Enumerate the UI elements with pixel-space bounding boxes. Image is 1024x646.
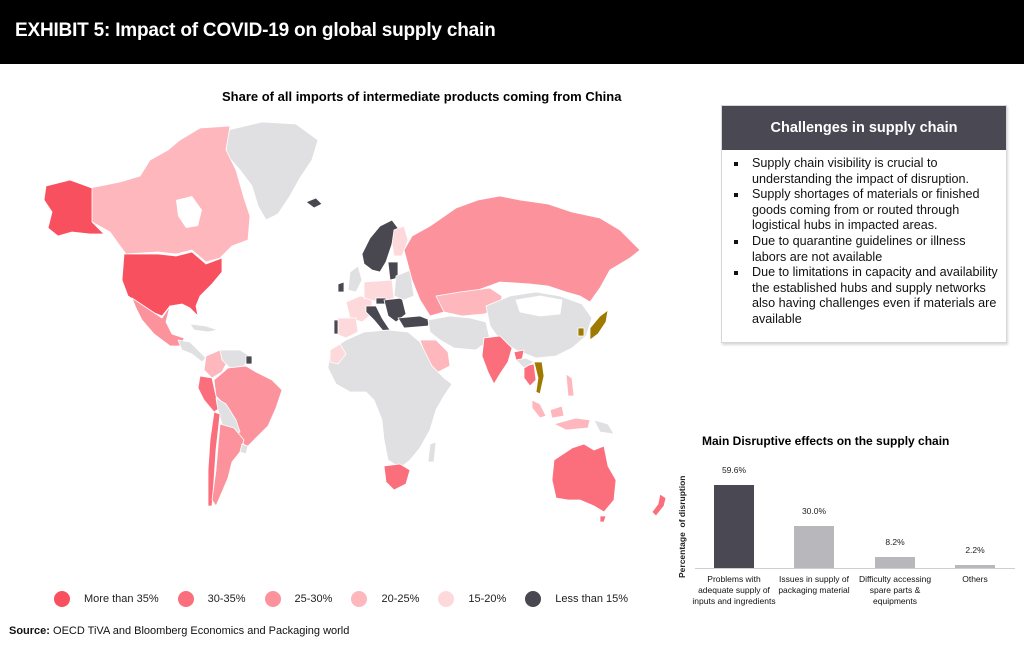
legend-item-25-30: 25-30% [264, 591, 333, 607]
legend-dot [438, 591, 455, 607]
legend-item-more-than-35: More than 35% [54, 591, 159, 607]
legend-item-30-35: 30-35% [177, 591, 246, 607]
region-portugal [333, 319, 339, 335]
bar-value-label: 59.6% [721, 465, 747, 475]
bar-others [955, 565, 995, 568]
region-madagascar [427, 441, 437, 463]
exhibit-title: EXHIBIT 5: Impact of COVID-19 on global … [15, 20, 496, 41]
legend-dot [351, 591, 368, 607]
legend-dot [177, 591, 194, 607]
region-finland [391, 225, 409, 257]
bar-chart-y-axis-label: Percentage of disruption [677, 475, 687, 579]
challenges-list: Supply chain visibility is crucial to un… [722, 150, 1006, 328]
legend-label: 15-20% [468, 593, 507, 605]
challenge-item: Supply shortages of materials or finishe… [732, 187, 1000, 234]
world-choropleth-map [43, 121, 667, 523]
exhibit-header: EXHIBIT 5: Impact of COVID-19 on global … [0, 0, 1024, 64]
region-thailand [523, 363, 537, 387]
challenges-panel: Challenges in supply chain Supply chain … [721, 105, 1007, 343]
bar-packaging [794, 526, 834, 568]
map-title: Share of all imports of intermediate pro… [222, 89, 622, 104]
legend-item-less-than-15: Less than 15% [525, 591, 628, 607]
source-text: OECD TiVA and Bloomberg Economics and Pa… [49, 625, 350, 637]
bar-category-label: Problems with adequate supply of inputs … [692, 574, 776, 606]
region-french-guiana [245, 355, 253, 365]
region-central-america [177, 339, 207, 363]
region-vietnam [533, 361, 545, 395]
challenge-item: Due to quarantine guidelines or illness … [732, 234, 1000, 265]
bar-value-label: 2.2% [965, 545, 985, 555]
region-png [593, 419, 615, 435]
region-turkey [397, 315, 431, 329]
bar-category-label: Others [962, 574, 988, 584]
region-africa [327, 329, 453, 469]
region-spain [335, 317, 359, 339]
bar-category-label: Difficulty accessing spare parts & equip… [858, 574, 932, 606]
legend-label: Less than 15% [555, 593, 629, 605]
region-argentina [211, 423, 245, 507]
bar-category-label: Issues in supply of packaging material [778, 574, 850, 595]
legend-label: More than 35% [84, 593, 159, 605]
region-new-zealand [651, 493, 667, 517]
region-korea [577, 327, 585, 337]
bar-value-label: 30.0% [801, 506, 827, 516]
region-chile [207, 411, 221, 507]
region-iceland [305, 197, 323, 209]
region-mexico [131, 297, 185, 347]
map-legend: More than 35% 30-35% 25-30% 20-25% 15-20… [54, 589, 647, 609]
region-greenland [225, 121, 319, 221]
region-south-africa [383, 463, 411, 491]
region-malaysia [531, 399, 547, 419]
challenge-item: Due to limitations in capacity and avail… [732, 265, 1000, 327]
region-japan [589, 309, 609, 341]
region-canada [89, 125, 251, 263]
source-note: Source: OECD TiVA and Bloomberg Economic… [9, 625, 349, 637]
region-peru [197, 375, 221, 413]
legend-label: 25-30% [294, 593, 333, 605]
challenges-title: Challenges in supply chain [722, 106, 1006, 150]
legend-item-15-20: 15-20% [438, 591, 506, 607]
source-label: Source: [9, 625, 50, 637]
region-uk [347, 265, 363, 293]
legend-dot [54, 591, 70, 607]
region-australia [551, 443, 617, 513]
legend-dot [525, 591, 542, 607]
region-mongolia [515, 295, 563, 317]
region-india [481, 335, 513, 385]
region-indonesia [553, 417, 591, 431]
region-western-sahara [329, 343, 347, 365]
legend-item-20-25: 20-25% [351, 591, 419, 607]
bar-spare-parts [875, 557, 915, 568]
bar-chart-x-axis [695, 568, 1015, 569]
bar-chart-title: Main Disruptive effects on the supply ch… [702, 434, 950, 448]
legend-dot [264, 591, 281, 607]
region-alaska [43, 179, 105, 237]
legend-label: 30-35% [207, 593, 246, 605]
bar-inputs-ingredients [714, 485, 754, 568]
bar-value-label: 8.2% [885, 537, 905, 547]
region-ireland [337, 281, 345, 293]
legend-label: 20-25% [381, 593, 420, 605]
challenge-item: Supply chain visibility is crucial to un… [732, 156, 1000, 187]
region-philippines [565, 373, 575, 397]
